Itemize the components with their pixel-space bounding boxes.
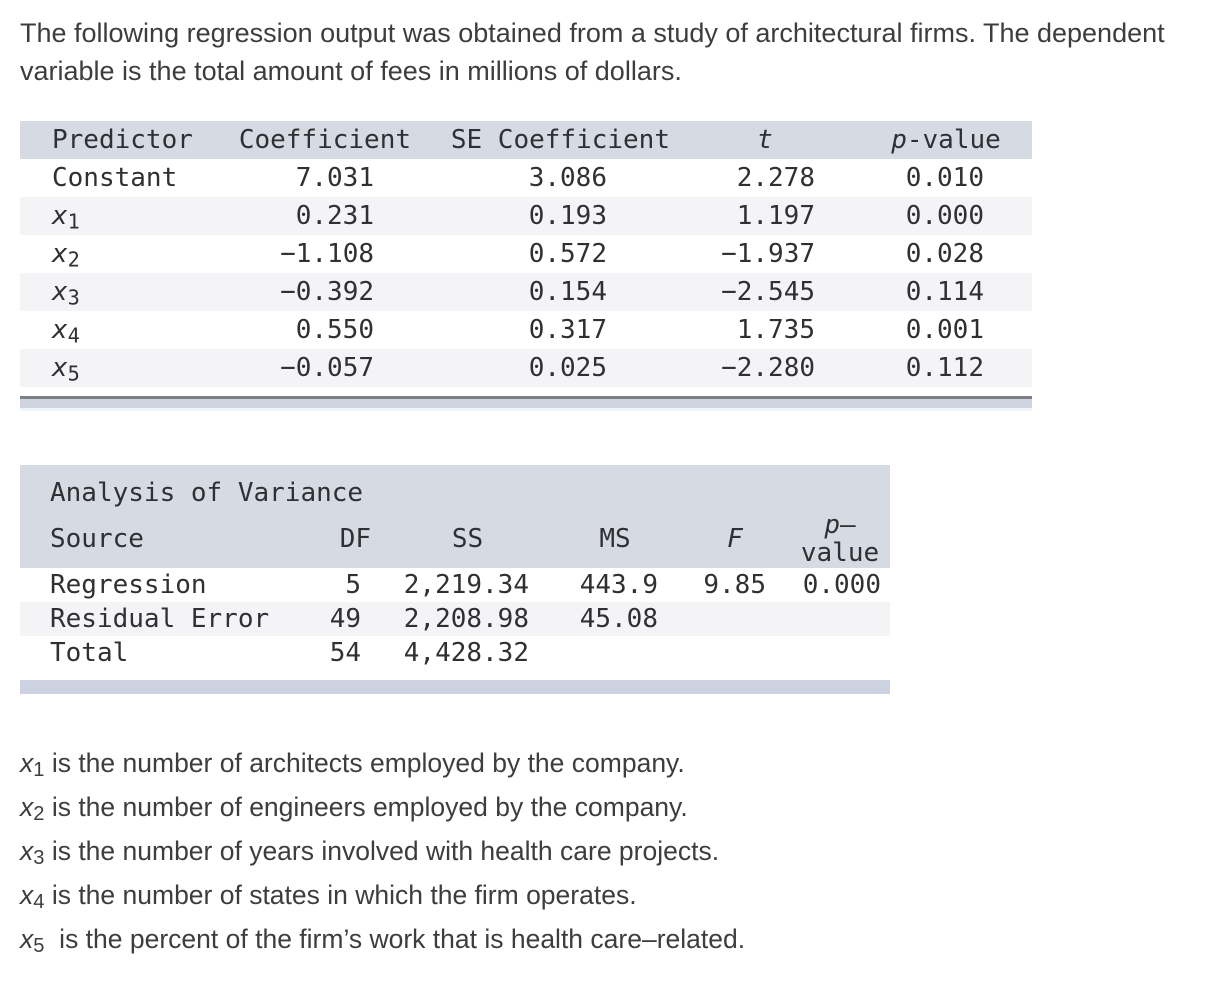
header-source: Source bbox=[20, 510, 280, 568]
variable-definition-x2: x2 is the number of engineers employed b… bbox=[20, 792, 688, 826]
header-p-value: p– value bbox=[790, 510, 890, 568]
variable-definition-x5: x5 is the percent of the firm’s work tha… bbox=[20, 924, 746, 958]
p-cell: 0.112 bbox=[905, 353, 984, 383]
header-f: F bbox=[680, 510, 790, 568]
ss-cell: 2,208.98 bbox=[403, 604, 529, 634]
anova-table: Source DF SS MS F p– value Regression bbox=[20, 510, 890, 670]
header-predictor: Predictor bbox=[20, 121, 235, 159]
coefficient-cell: −1.108 bbox=[280, 239, 374, 269]
se-cell: 0.025 bbox=[528, 353, 607, 383]
source-cell: Residual Error bbox=[50, 604, 270, 634]
se-cell: 3.086 bbox=[528, 163, 607, 193]
header-ss: SS bbox=[385, 510, 550, 568]
predictor-cell: Constant bbox=[52, 163, 178, 193]
table-row: x3 −0.392 0.154 −2.545 0.114 bbox=[20, 273, 1032, 311]
p-cell bbox=[790, 636, 890, 670]
se-cell: 0.317 bbox=[528, 315, 607, 345]
se-cell: 0.572 bbox=[528, 239, 607, 269]
p-cell bbox=[790, 602, 890, 636]
ss-cell: 2,219.34 bbox=[403, 570, 529, 600]
coefficient-table-section: Predictor Coefficient SE Coefficient t p… bbox=[20, 121, 1216, 411]
coefficient-cell: −0.392 bbox=[280, 277, 374, 307]
coefficient-cell: 0.231 bbox=[295, 201, 374, 231]
anova-header-row: Source DF SS MS F p– value bbox=[20, 510, 890, 568]
header-se-coefficient: SE Coefficient bbox=[415, 121, 670, 159]
table-bottom-bar bbox=[20, 396, 1032, 411]
p-cell: 0.010 bbox=[905, 163, 984, 193]
se-cell: 0.193 bbox=[528, 201, 607, 231]
f-cell bbox=[680, 636, 790, 670]
table-row: x1 0.231 0.193 1.197 0.000 bbox=[20, 197, 1032, 235]
coefficient-cell: 0.550 bbox=[295, 315, 374, 345]
predictor-cell: x2 bbox=[52, 239, 80, 272]
header-t: t bbox=[670, 121, 860, 159]
problem-page: The following regression output was obta… bbox=[20, 18, 1216, 961]
t-cell: −2.280 bbox=[721, 353, 815, 383]
predictor-cell: x4 bbox=[52, 315, 80, 348]
ms-cell: 45.08 bbox=[579, 604, 658, 634]
intro-text: The following regression output was obta… bbox=[20, 18, 1165, 86]
table-row: x4 0.550 0.317 1.735 0.001 bbox=[20, 311, 1032, 349]
p-cell: 0.001 bbox=[905, 315, 984, 345]
table-row: Constant 7.031 3.086 2.278 0.010 bbox=[20, 159, 1032, 197]
t-cell: −2.545 bbox=[721, 277, 815, 307]
table-row: Residual Error 49 2,208.98 45.08 bbox=[20, 602, 890, 636]
table-row: Regression 5 2,219.34 443.9 9.85 0.000 bbox=[20, 568, 890, 602]
variable-definitions: x1 is the number of architects employed … bbox=[20, 741, 1216, 961]
coefficient-cell: −0.057 bbox=[280, 353, 374, 383]
coefficient-table: Predictor Coefficient SE Coefficient t p… bbox=[20, 121, 1032, 387]
anova-bottom-bar bbox=[20, 680, 890, 694]
ms-cell: 443.9 bbox=[579, 570, 658, 600]
df-cell: 5 bbox=[345, 570, 361, 600]
header-df: DF bbox=[280, 510, 385, 568]
p-cell: 0.028 bbox=[905, 239, 984, 269]
header-p-value: p-value bbox=[860, 121, 1032, 159]
source-cell: Total bbox=[50, 638, 129, 668]
p-cell: 0.000 bbox=[802, 570, 881, 600]
table-row: x2 −1.108 0.572 −1.937 0.028 bbox=[20, 235, 1032, 273]
t-cell: 1.735 bbox=[736, 315, 815, 345]
se-cell: 0.154 bbox=[528, 277, 607, 307]
header-coefficient: Coefficient bbox=[235, 121, 415, 159]
coefficient-cell: 7.031 bbox=[295, 163, 374, 193]
table-row: Total 54 4,428.32 bbox=[20, 636, 890, 670]
variable-definition-x1: x1 is the number of architects employed … bbox=[20, 748, 685, 782]
predictor-cell: x5 bbox=[52, 353, 80, 386]
anova-title: Analysis of Variance bbox=[20, 465, 890, 510]
t-cell: −1.937 bbox=[721, 239, 815, 269]
coefficient-table-header-row: Predictor Coefficient SE Coefficient t p… bbox=[20, 121, 1032, 159]
p-cell: 0.000 bbox=[905, 201, 984, 231]
anova-section: Analysis of Variance Source DF SS MS F p… bbox=[20, 465, 1216, 694]
table-row: x5 −0.057 0.025 −2.280 0.112 bbox=[20, 349, 1032, 387]
source-cell: Regression bbox=[50, 570, 207, 600]
f-cell: 9.85 bbox=[703, 570, 766, 600]
predictor-cell: x1 bbox=[52, 201, 80, 234]
ss-cell: 4,428.32 bbox=[403, 638, 529, 668]
variable-definition-x4: x4 is the number of states in which the … bbox=[20, 880, 637, 914]
variable-definition-x3: x3 is the number of years involved with … bbox=[20, 836, 720, 870]
t-cell: 1.197 bbox=[736, 201, 815, 231]
df-cell: 49 bbox=[329, 604, 361, 634]
ms-cell bbox=[550, 636, 680, 670]
predictor-cell: x3 bbox=[52, 277, 80, 310]
f-cell bbox=[680, 602, 790, 636]
df-cell: 54 bbox=[329, 638, 361, 668]
header-ms: MS bbox=[550, 510, 680, 568]
t-cell: 2.278 bbox=[736, 163, 815, 193]
p-cell: 0.114 bbox=[905, 277, 984, 307]
